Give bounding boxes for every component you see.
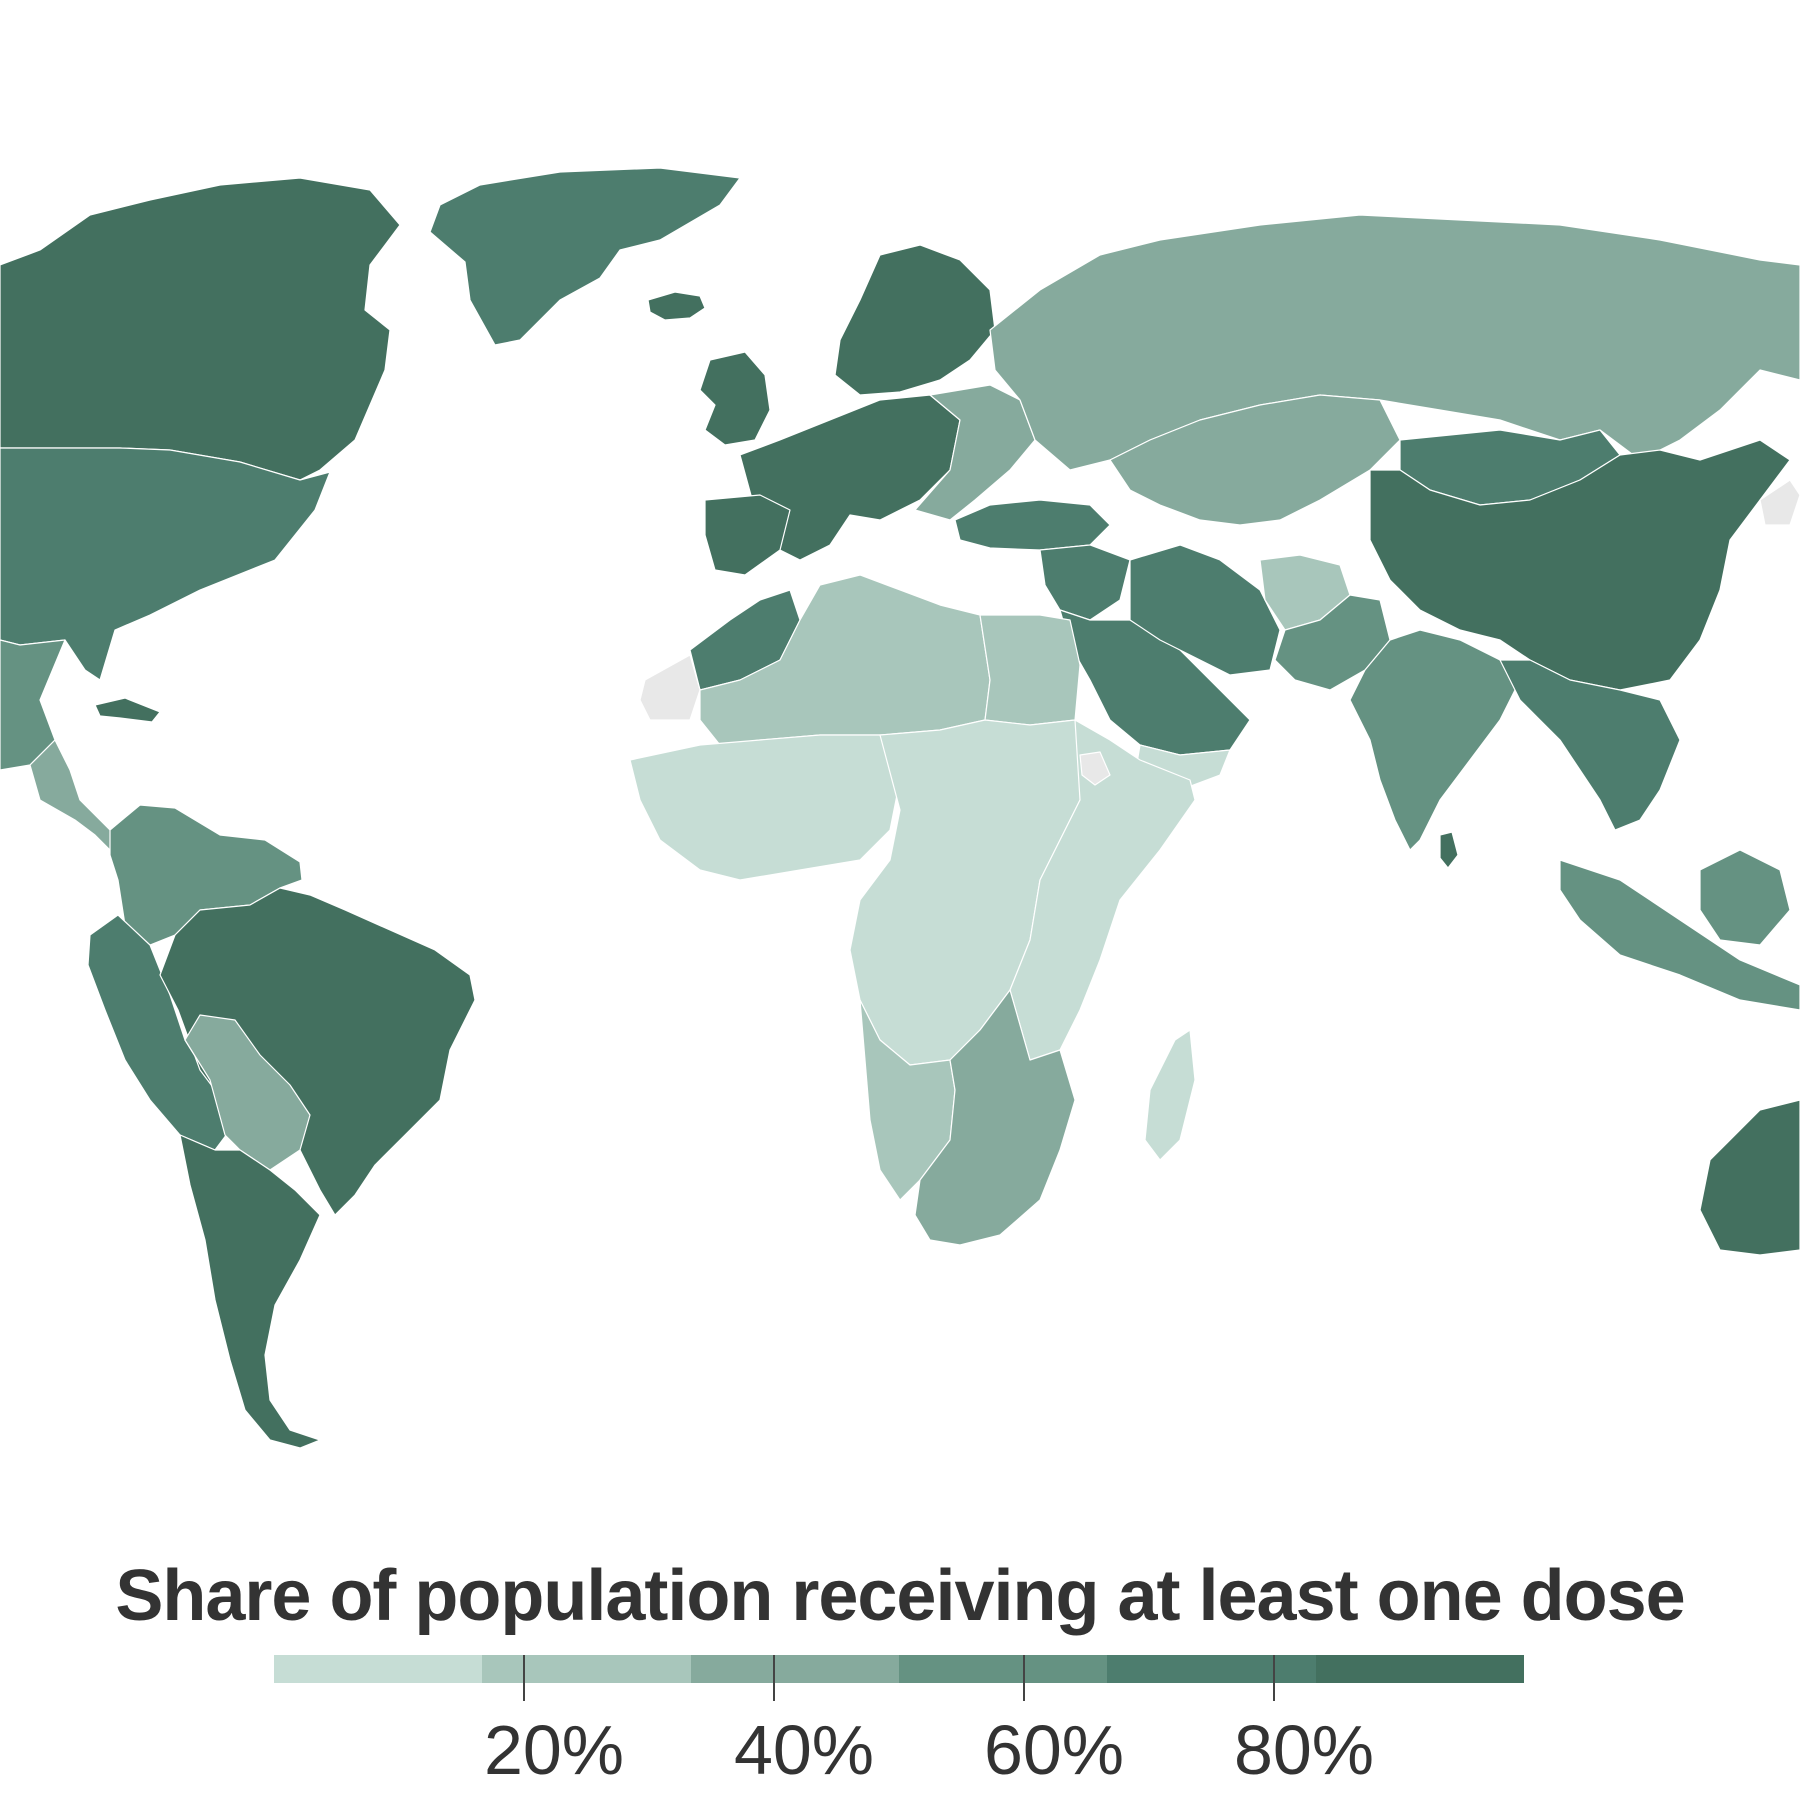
legend-tick-mark [1273, 1655, 1275, 1701]
region-west-africa [629, 734, 901, 881]
region-iran [1129, 544, 1281, 676]
region-uk-ireland [699, 351, 771, 446]
world-choropleth-map [0, 167, 1800, 1449]
region-bolivia-paraguay [184, 1014, 311, 1171]
region-madagascar [1144, 1029, 1196, 1161]
region-china [1369, 439, 1791, 691]
region-middle-east [1039, 544, 1131, 621]
legend-swatch [274, 1655, 483, 1683]
region-iceland [647, 291, 706, 321]
legend-tick-label: 60% [983, 1711, 1125, 1789]
region-canada [0, 177, 401, 481]
legend-swatch [690, 1655, 900, 1683]
legend-tick-label: 20% [483, 1711, 625, 1789]
region-indonesia [1559, 859, 1800, 1011]
region-argentina-chile [179, 1134, 321, 1449]
region-cuba [94, 697, 161, 723]
legend-swatch [1315, 1655, 1525, 1683]
legend-color-bar [274, 1655, 1525, 1683]
legend-tick-mark [773, 1655, 775, 1701]
region-eritrea [1079, 751, 1111, 786]
region-india [1349, 629, 1521, 851]
region-western-sahara [639, 654, 701, 721]
region-southeast-asia [1499, 659, 1681, 831]
legend-swatch [482, 1655, 692, 1683]
region-australia [1699, 1099, 1800, 1256]
region-turkey [954, 499, 1111, 551]
region-mexico [0, 639, 66, 771]
legend-tick-label: 40% [733, 1711, 875, 1789]
region-sri-lanka [1439, 831, 1459, 869]
legend-swatch [1107, 1655, 1317, 1683]
legend-tick-mark [523, 1655, 525, 1701]
region-iberia [704, 494, 791, 576]
region-borneo [1699, 849, 1791, 946]
region-east-africa [1009, 719, 1196, 1061]
region-eastern-europe [914, 384, 1036, 521]
region-scandinavia [834, 244, 996, 396]
region-ecuador-peru [87, 914, 231, 1151]
legend-swatch [899, 1655, 1108, 1683]
region-north-korea [1759, 479, 1800, 526]
legend-title: Share of population receiving at least o… [115, 1556, 1685, 1636]
region-greenland [429, 167, 741, 346]
region-egypt [979, 614, 1081, 726]
legend-tick-label: 80% [1233, 1711, 1375, 1789]
legend-tick-mark [1023, 1655, 1025, 1701]
region-southern-africa [914, 989, 1076, 1246]
